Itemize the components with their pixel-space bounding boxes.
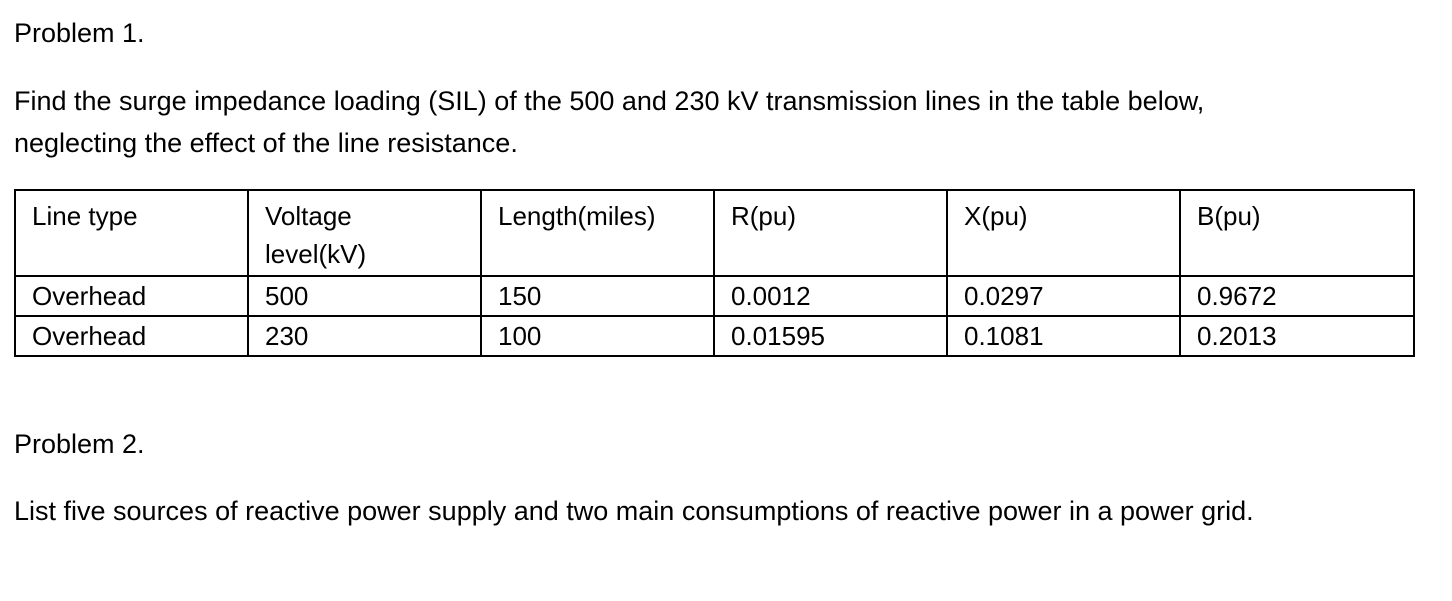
cell-b: 0.2013: [1179, 315, 1415, 357]
table-row: Overhead 230 100 0.01595 0.1081 0.2013: [14, 315, 1415, 357]
transmission-lines-table: Line type Voltage level(kV) Length(miles)…: [14, 189, 1415, 357]
cell-voltage: 230: [247, 315, 482, 357]
cell-x: 0.1081: [946, 315, 1181, 357]
cell-line-type: Overhead: [14, 315, 249, 357]
header-x: X(pu): [946, 189, 1181, 277]
header-length: Length(miles): [480, 189, 715, 277]
cell-r: 0.0012: [713, 275, 948, 317]
problem-1-title: Problem 1.: [14, 18, 145, 48]
header-r: R(pu): [713, 189, 948, 277]
table-header-row: Line type Voltage level(kV) Length(miles)…: [14, 189, 1415, 277]
problem-2-title: Problem 2.: [14, 429, 145, 459]
cell-line-type: Overhead: [14, 275, 249, 317]
header-voltage-level: Voltage level(kV): [247, 189, 482, 277]
problem-1-text-line-1: Find the surge impedance loading (SIL) o…: [14, 86, 1205, 116]
cell-x: 0.0297: [946, 275, 1181, 317]
cell-b: 0.9672: [1179, 275, 1415, 317]
cell-r: 0.01595: [713, 315, 948, 357]
header-voltage-line-2: level(kV): [265, 239, 367, 269]
problem-1-text-line-2: neglecting the effect of the line resist…: [14, 128, 518, 158]
table-row: Overhead 500 150 0.0012 0.0297 0.9672: [14, 275, 1415, 317]
cell-length: 150: [480, 275, 715, 317]
cell-voltage: 500: [247, 275, 482, 317]
header-b: B(pu): [1179, 189, 1415, 277]
problem-2-text: List five sources of reactive power supp…: [14, 496, 1254, 526]
cell-length: 100: [480, 315, 715, 357]
header-voltage-line-1: Voltage: [265, 201, 352, 231]
header-line-type: Line type: [14, 189, 249, 277]
